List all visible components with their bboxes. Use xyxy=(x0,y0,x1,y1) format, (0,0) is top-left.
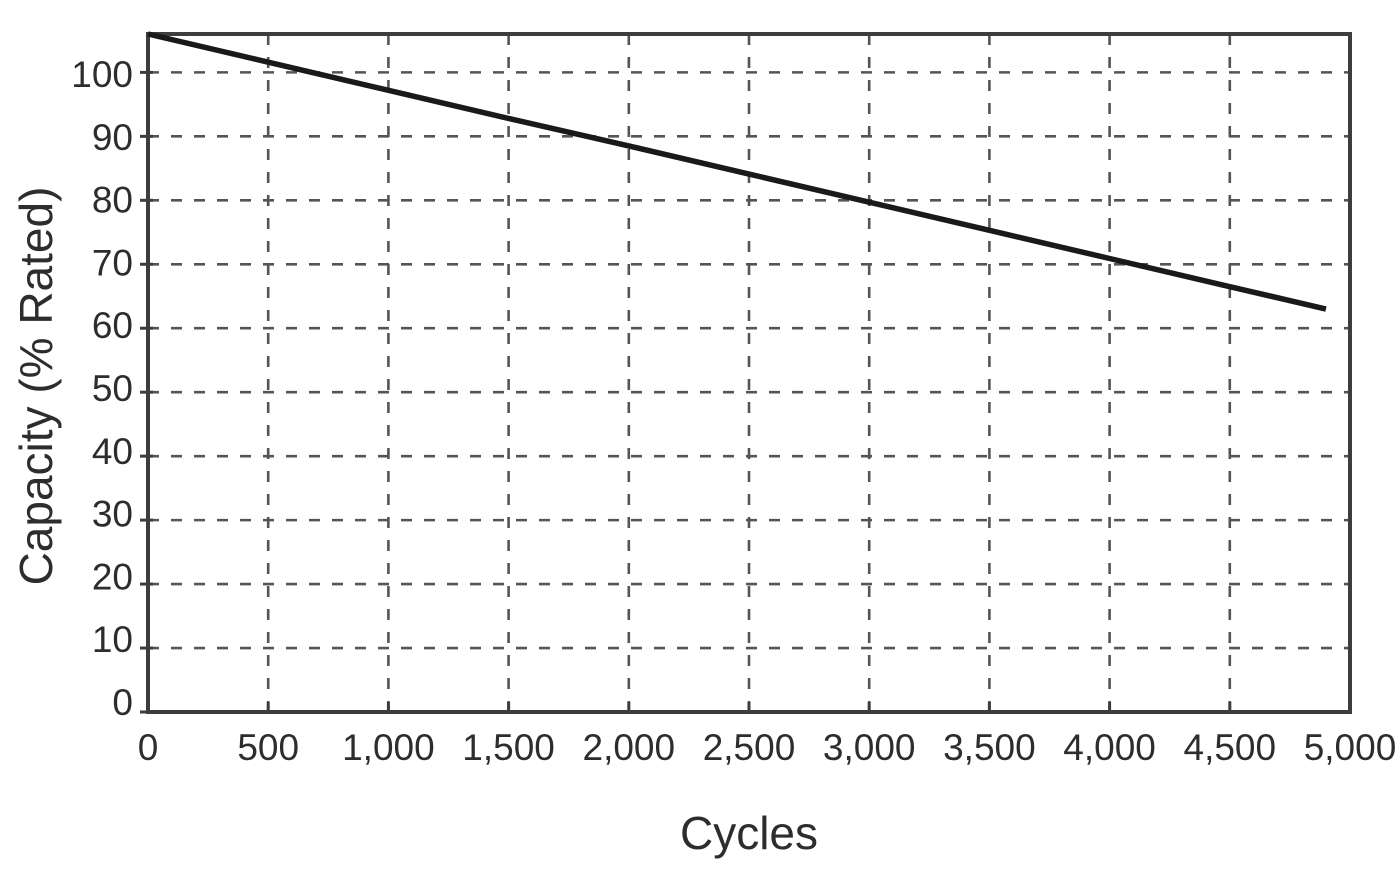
y-tick-label: 10 xyxy=(92,619,133,660)
x-tick-label: 2,500 xyxy=(703,727,796,768)
y-tick-label: 60 xyxy=(92,305,133,346)
x-tick-label: 3,000 xyxy=(823,727,916,768)
y-tick-label: 20 xyxy=(92,556,133,597)
x-tick-label: 1,000 xyxy=(342,727,435,768)
y-axis-title: Capacity (% Rated) xyxy=(10,186,62,586)
x-tick-label: 4,000 xyxy=(1063,727,1156,768)
x-tick-label: 1,500 xyxy=(462,727,555,768)
x-tick-label: 4,500 xyxy=(1184,727,1277,768)
x-tick-label: 2,000 xyxy=(583,727,676,768)
y-tick-label: 90 xyxy=(92,117,133,158)
x-tick-label: 3,500 xyxy=(943,727,1036,768)
plot-border xyxy=(146,32,1352,714)
y-tick-label: 100 xyxy=(71,54,133,95)
y-tick-label: 30 xyxy=(92,494,133,535)
y-tick-label: 80 xyxy=(92,180,133,221)
x-tick-label: 0 xyxy=(138,727,159,768)
capacity-fade-line xyxy=(147,31,1327,312)
y-tick-label: 70 xyxy=(92,242,133,283)
y-tick-label: 40 xyxy=(92,431,133,472)
y-tick-label: 50 xyxy=(92,368,133,409)
y-tick-label: 0 xyxy=(112,682,133,723)
x-tick-label: 5,000 xyxy=(1304,727,1395,768)
x-axis-title: Cycles xyxy=(679,807,819,859)
x-tick-label: 500 xyxy=(237,727,299,768)
